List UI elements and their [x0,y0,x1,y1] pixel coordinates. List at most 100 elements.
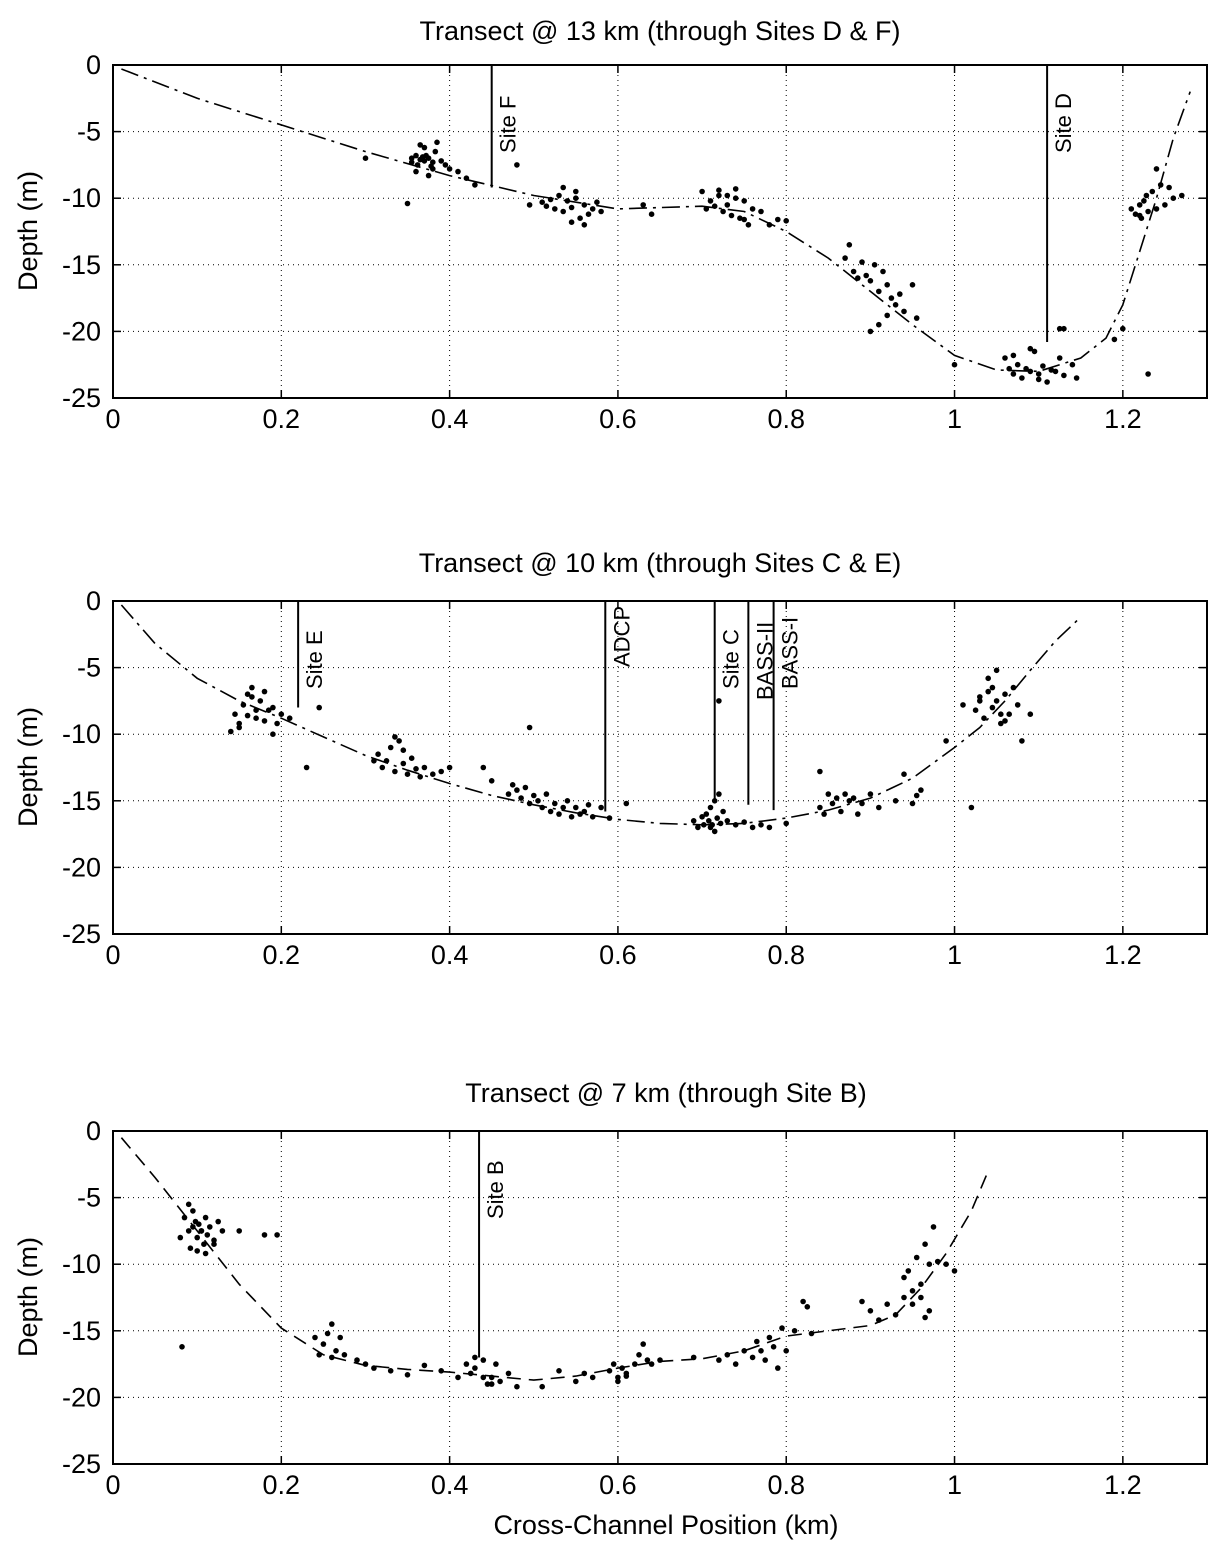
data-point [261,718,268,724]
data-point [623,1373,630,1379]
data-point [190,1208,196,1214]
x-tick-label: 0.8 [767,940,805,970]
data-point [446,166,453,172]
y-tick-label: -5 [77,653,101,683]
data-point [754,1338,760,1345]
data-point [867,791,874,797]
data-point [850,268,857,275]
data-point [392,734,398,740]
data-point [775,1365,781,1371]
data-point [716,1357,722,1363]
data-point [244,712,251,719]
x-tick-label: 1 [947,404,962,434]
y-tick-label: -15 [62,1316,101,1346]
data-point [779,1325,785,1331]
data-point [526,800,533,807]
data-point [472,182,478,188]
grid-lines [113,601,1207,934]
data-point [909,1301,916,1307]
y-tick-label: -10 [62,1249,101,1279]
data-point [594,199,600,205]
grid-lines [113,1131,1207,1464]
data-point [354,1357,360,1363]
data-point [909,800,916,807]
data-point [552,206,558,212]
data-point [766,824,773,831]
data-point [201,1241,207,1247]
x-tick-label: 0 [105,404,120,434]
data-point [993,667,1000,674]
data-point [998,711,1004,717]
data-point [543,791,550,797]
data-point [581,808,588,815]
data-point [972,707,979,713]
data-point [783,1348,789,1354]
data-point [329,1321,335,1327]
site-label: Site C [719,629,744,689]
data-point [400,747,407,753]
data-point [876,321,882,328]
data-point [219,1228,226,1234]
y-axis-label: Depth (m) [13,1237,43,1357]
data-point [1153,166,1160,172]
data-point [728,212,735,219]
data-point [741,819,747,825]
data-point [859,1298,865,1305]
data-point [1010,352,1017,359]
data-point [240,702,247,708]
data-point [421,1362,428,1369]
data-point [1132,211,1139,217]
data-point [408,159,415,165]
data-point [716,698,722,704]
data-point [884,312,890,319]
data-point [1141,198,1147,204]
data-point [253,715,259,721]
data-point [257,698,264,704]
y-tick-label: -20 [62,1382,101,1412]
data-point [1035,376,1042,383]
data-point [585,211,592,217]
data-point [560,208,566,215]
data-point [741,198,747,204]
data-point [547,808,554,815]
data-point [484,1381,491,1387]
grid-lines [113,65,1207,398]
data-point [930,1224,937,1230]
data-point [960,702,966,708]
data-point [892,798,899,804]
data-point [623,800,630,807]
y-tick-label: -15 [62,250,101,280]
data-point [514,1383,520,1390]
data-point [615,1374,621,1381]
axis-ticks: 0 0.2 0.4 0.6 0.8 1 1.2 0 -5 -10 -15 -20 -25 [62,1116,1207,1500]
data-point [926,1261,933,1267]
data-point [1056,325,1063,332]
data-point [615,1378,621,1385]
data-point [463,1361,470,1367]
panel-13km: Transect @ 13 km (through Sites D & F) D… [13,16,1208,434]
data-point [951,1268,958,1274]
data-point [1014,702,1021,708]
data-point [762,1357,768,1363]
data-point [640,202,646,208]
data-point [543,203,550,209]
data-point [526,202,533,208]
panel-10km: Transect @ 10 km (through Sites C & E) D… [13,548,1208,970]
data-point [261,688,268,695]
data-point [438,1368,445,1374]
data-point [867,328,874,335]
fit-curve [120,1137,989,1381]
x-tick-label: 0.2 [263,404,301,434]
data-point [320,1341,327,1347]
data-point [977,698,983,704]
data-point [720,208,726,215]
data-point [909,282,916,288]
data-point [316,1352,323,1358]
data-point [371,1365,377,1371]
data-point [901,308,907,315]
y-tick-label: -20 [62,316,101,346]
data-point [724,192,731,199]
data-point [181,1214,188,1221]
axes-frame [112,1130,1208,1465]
data-point [274,720,280,727]
